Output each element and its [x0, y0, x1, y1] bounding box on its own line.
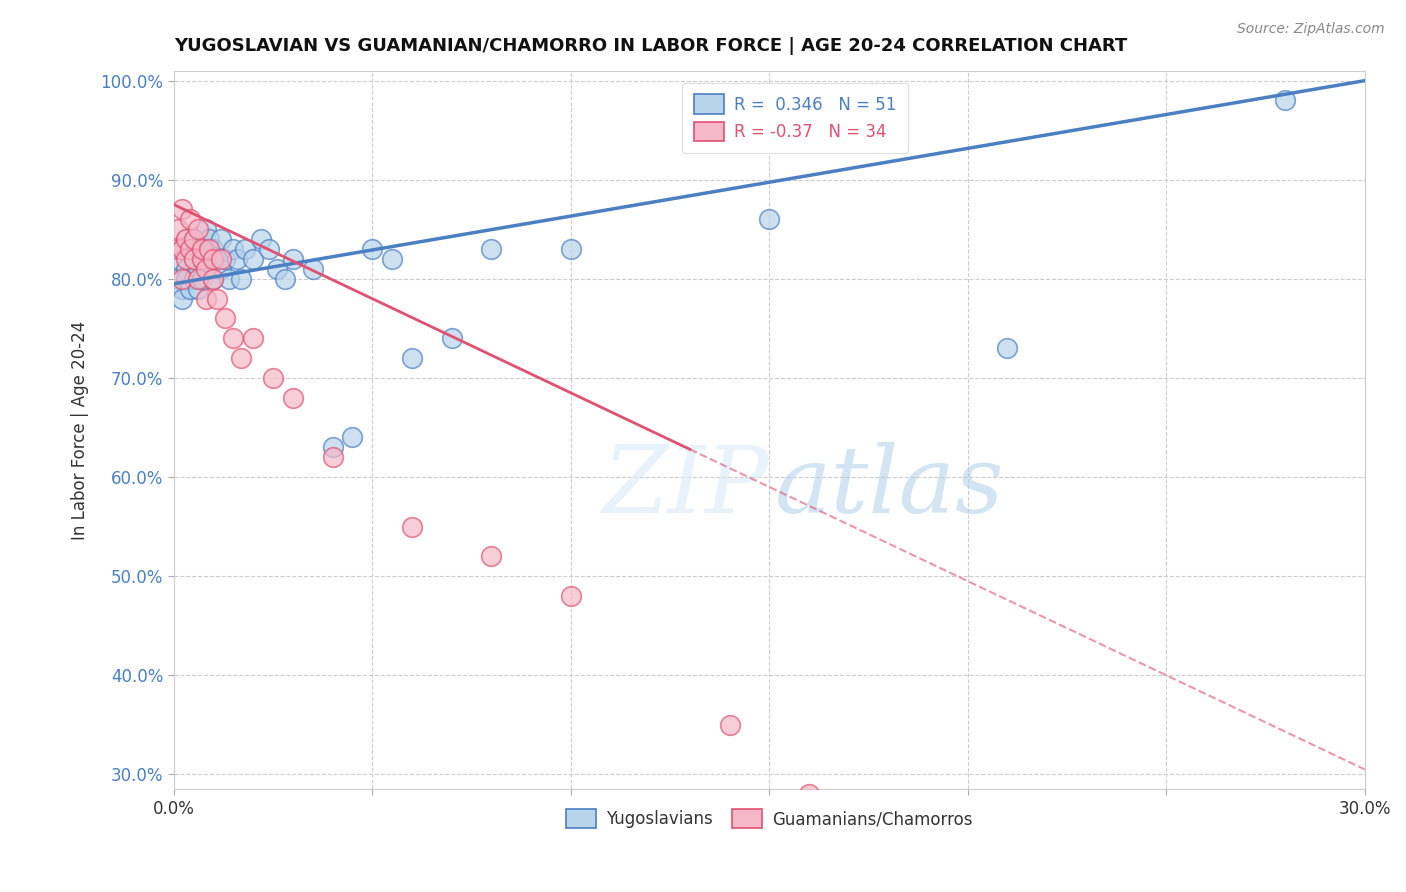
Point	[194, 292, 217, 306]
Point	[198, 232, 221, 246]
Point	[231, 351, 253, 365]
Legend: Yugoslavians, Guamanians/Chamorros: Yugoslavians, Guamanians/Chamorros	[560, 802, 980, 835]
Point	[209, 252, 232, 266]
Point	[166, 222, 188, 236]
Point	[166, 272, 188, 286]
Point	[174, 232, 197, 246]
Point	[170, 282, 193, 296]
Point	[274, 272, 297, 286]
Point	[174, 252, 197, 266]
Point	[1274, 94, 1296, 108]
Point	[194, 262, 217, 277]
Point	[440, 331, 463, 345]
Text: atlas: atlas	[775, 442, 1005, 533]
Point	[187, 242, 209, 256]
Point	[170, 242, 193, 256]
Point	[170, 202, 193, 217]
Point	[207, 252, 229, 266]
Point	[174, 272, 197, 286]
Point	[190, 252, 212, 266]
Point	[202, 252, 225, 266]
Point	[183, 272, 205, 286]
Point	[361, 242, 384, 256]
Point	[322, 440, 344, 454]
Point	[222, 242, 245, 256]
Point	[997, 341, 1019, 355]
Point	[183, 252, 205, 266]
Point	[198, 262, 221, 277]
Point	[187, 272, 209, 286]
Point	[166, 252, 188, 266]
Point	[257, 242, 280, 256]
Point	[170, 292, 193, 306]
Point	[226, 252, 249, 266]
Point	[242, 331, 264, 345]
Point	[718, 718, 741, 732]
Text: YUGOSLAVIAN VS GUAMANIAN/CHAMORRO IN LABOR FORCE | AGE 20-24 CORRELATION CHART: YUGOSLAVIAN VS GUAMANIAN/CHAMORRO IN LAB…	[174, 37, 1128, 55]
Point	[194, 222, 217, 236]
Point	[179, 242, 201, 256]
Point	[187, 282, 209, 296]
Point	[194, 242, 217, 256]
Point	[174, 262, 197, 277]
Point	[202, 272, 225, 286]
Point	[262, 371, 284, 385]
Y-axis label: In Labor Force | Age 20-24: In Labor Force | Age 20-24	[72, 320, 89, 540]
Point	[322, 450, 344, 465]
Point	[187, 222, 209, 236]
Point	[190, 272, 212, 286]
Point	[183, 232, 205, 246]
Point	[198, 242, 221, 256]
Point	[170, 242, 193, 256]
Point	[179, 212, 201, 227]
Point	[183, 252, 205, 266]
Point	[281, 252, 304, 266]
Point	[401, 351, 423, 365]
Point	[179, 282, 201, 296]
Text: Source: ZipAtlas.com: Source: ZipAtlas.com	[1237, 22, 1385, 37]
Point	[209, 232, 232, 246]
Point	[174, 232, 197, 246]
Point	[401, 519, 423, 533]
Point	[301, 262, 323, 277]
Point	[281, 391, 304, 405]
Point	[170, 272, 193, 286]
Point	[207, 292, 229, 306]
Point	[560, 589, 582, 603]
Point	[202, 242, 225, 256]
Point	[190, 242, 212, 256]
Point	[218, 272, 240, 286]
Point	[187, 262, 209, 277]
Text: ZIP: ZIP	[603, 442, 769, 533]
Point	[381, 252, 404, 266]
Point	[758, 212, 780, 227]
Point	[231, 272, 253, 286]
Point	[250, 232, 273, 246]
Point	[183, 232, 205, 246]
Point	[166, 242, 188, 256]
Point	[342, 430, 364, 444]
Point	[179, 242, 201, 256]
Point	[214, 252, 236, 266]
Point	[222, 331, 245, 345]
Point	[266, 262, 288, 277]
Point	[209, 262, 232, 277]
Point	[233, 242, 256, 256]
Point	[214, 311, 236, 326]
Point	[202, 272, 225, 286]
Point	[479, 242, 502, 256]
Point	[479, 549, 502, 564]
Point	[242, 252, 264, 266]
Point	[797, 787, 820, 801]
Point	[190, 252, 212, 266]
Point	[560, 242, 582, 256]
